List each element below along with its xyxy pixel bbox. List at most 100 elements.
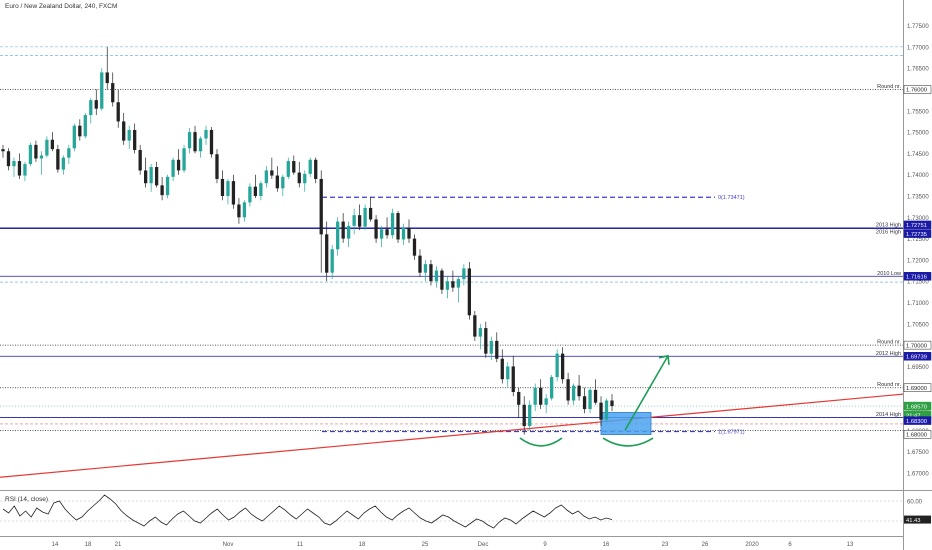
- rsi-value-box: [904, 515, 931, 524]
- candle-body: [582, 396, 587, 410]
- candle-body: [555, 353, 559, 378]
- candle-body: [308, 159, 312, 174]
- candle-body: [220, 178, 225, 196]
- x-tick-label: 18: [85, 542, 92, 548]
- x-tick-label: 14: [52, 542, 59, 548]
- x-tick-label: 23: [662, 542, 669, 548]
- x-tick-label: 16: [603, 542, 610, 548]
- candle-body: [127, 129, 131, 141]
- level-name-label: Round nr.: [877, 382, 901, 388]
- candle-body: [593, 389, 598, 403]
- candle-body: [264, 170, 268, 184]
- candle-body: [539, 387, 543, 405]
- level-name-label: Round nr.: [877, 340, 901, 346]
- x-tick-label: 26: [702, 542, 709, 548]
- candle-body: [237, 204, 241, 218]
- candle-body: [396, 213, 400, 240]
- price-label-text: 1.68570: [906, 404, 927, 410]
- candle-body: [303, 173, 307, 184]
- candle-body: [215, 154, 219, 179]
- candle-body: [462, 268, 466, 280]
- candle-body: [270, 170, 274, 176]
- candle-body: [204, 129, 208, 139]
- candles: [1, 46, 614, 435]
- candle-body: [6, 151, 11, 167]
- candle-body: [34, 144, 38, 159]
- candle-body: [138, 149, 142, 171]
- candle-body: [401, 227, 406, 240]
- y-tick-label: 1.68500: [907, 408, 929, 414]
- price-label-box: [903, 416, 932, 425]
- price-label-text: 1.72735: [906, 232, 927, 238]
- candle-body: [193, 132, 197, 152]
- candle-body: [319, 178, 323, 235]
- candle-body: [226, 181, 230, 196]
- candle-body: [154, 167, 159, 186]
- y-tick-label: 1.72500: [907, 237, 929, 243]
- bottom-arc-right: [602, 437, 654, 447]
- candle-body: [314, 159, 318, 179]
- price-label-text: 1.71616: [906, 274, 927, 280]
- candle-body: [39, 155, 44, 159]
- candle-body: [144, 170, 148, 184]
- candle-body: [149, 167, 153, 184]
- price-label-box: [903, 272, 932, 281]
- candle-body: [423, 264, 428, 273]
- candle-body: [242, 202, 247, 218]
- candle-body: [528, 404, 532, 427]
- candle-body: [412, 238, 417, 256]
- candle-body: [182, 148, 186, 171]
- y-tick-label: 1.74000: [907, 173, 929, 179]
- candle-body: [522, 404, 526, 427]
- chart-title: Euro / New Zealand Dollar, 240, FXCM: [5, 3, 118, 10]
- candle-body: [456, 279, 461, 288]
- candle-body: [17, 161, 22, 176]
- y-tick-label: 1.67000: [907, 471, 929, 477]
- price-label-text: 1.68300: [906, 419, 927, 425]
- candle-body: [533, 387, 537, 405]
- candle-body: [599, 402, 603, 420]
- candle-body: [111, 83, 115, 103]
- price-label-text: 1.68000: [906, 433, 927, 439]
- bottom-arc-left: [519, 437, 563, 447]
- candle-body: [610, 400, 614, 407]
- candle-body: [61, 157, 65, 170]
- fib-level-label: 0(1.73471): [718, 195, 745, 201]
- candle-body: [72, 125, 76, 149]
- x-tick-label: 2020: [745, 542, 759, 548]
- candle-body: [489, 340, 493, 354]
- price-label-box: [903, 220, 932, 230]
- candle-body: [571, 385, 576, 401]
- y-tick-label: 1.75000: [907, 131, 929, 137]
- rsi-line: [0, 494, 903, 529]
- candle-body: [500, 358, 504, 380]
- price-label-box: [903, 401, 932, 411]
- candle-body: [418, 255, 422, 273]
- target-zone-box: [600, 412, 652, 436]
- candle-body: [467, 268, 471, 316]
- y-tick-label: 1.69500: [907, 365, 929, 371]
- candle-body: [478, 328, 482, 337]
- y-tick-label: 1.73500: [907, 195, 929, 201]
- candle-body: [45, 139, 49, 156]
- price-label-text: 1.70000: [906, 343, 927, 349]
- y-tick-label: 1.73000: [907, 216, 929, 222]
- candle-body: [429, 264, 433, 282]
- candle-body: [560, 353, 565, 380]
- x-tick-label: 18: [359, 542, 366, 548]
- price-label-box: [903, 430, 932, 439]
- candle-body: [336, 221, 340, 250]
- candle-body: [253, 186, 258, 196]
- price-label-text: 1.69000: [906, 386, 927, 392]
- candle-body: [484, 328, 488, 354]
- candle-body: [379, 229, 384, 239]
- x-tick-label: 21: [115, 542, 122, 548]
- candle-body: [89, 100, 93, 116]
- candle-body: [297, 172, 301, 184]
- candle-body: [122, 121, 126, 141]
- candle-body: [325, 234, 329, 273]
- horizontal-levels: [0, 46, 903, 431]
- candle-body: [100, 72, 104, 109]
- candle-body: [347, 225, 351, 239]
